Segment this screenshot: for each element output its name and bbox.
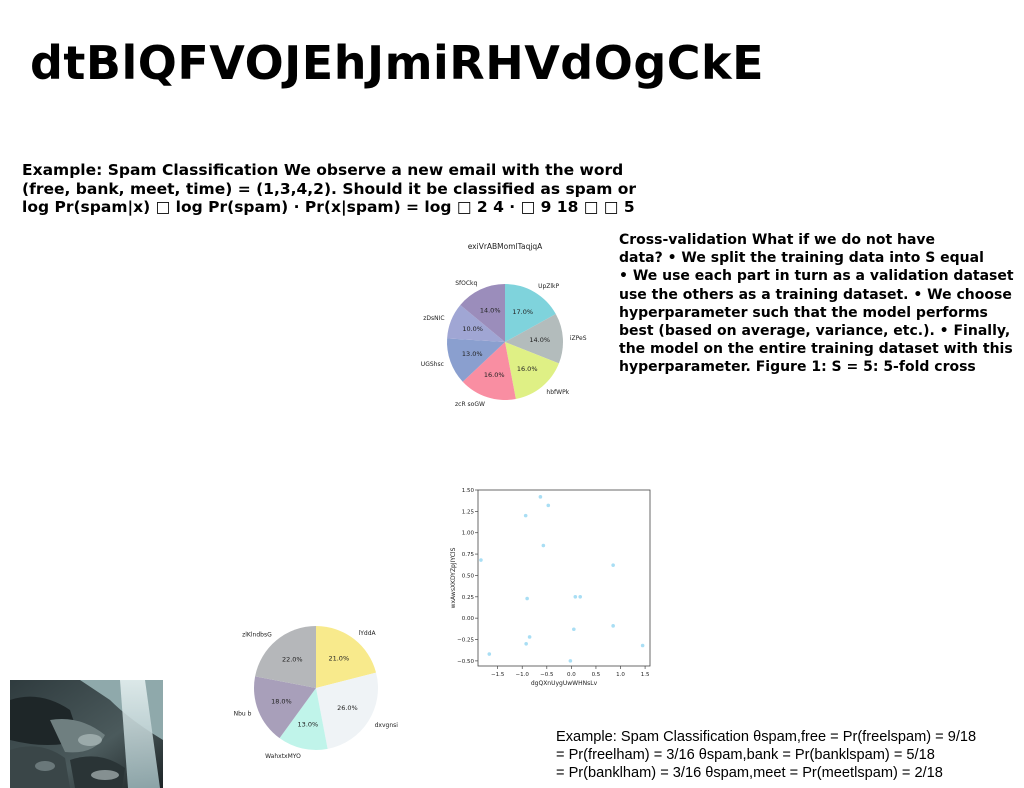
pie-slice-5 xyxy=(447,338,505,382)
slice-category-label: hbfWPk xyxy=(546,389,569,396)
slice-category-label: WahxtxMYO xyxy=(265,753,301,760)
plot-frame xyxy=(477,489,651,667)
pie-slice-5 xyxy=(255,626,316,688)
slice-category-label: zlKlndbsG xyxy=(242,631,272,638)
text-line: log Pr(spam|x) □ log Pr(spam) · Pr(x|spa… xyxy=(22,198,635,216)
slice-percent-label: 21.0% xyxy=(328,655,349,663)
slice-percent-label: 22.0% xyxy=(282,655,303,663)
pie-slice-1 xyxy=(316,626,377,688)
slice-category-label: dxvgnsi xyxy=(375,722,399,729)
waterfall-rocks-photo xyxy=(10,680,163,788)
theta-parameters-text: Example: Spam Classification θspam,free … xyxy=(556,728,1024,782)
pie-slice-6 xyxy=(447,305,505,342)
x-tick-label: −1.0 xyxy=(516,672,530,678)
text-line: • We use each part in turn as a validati… xyxy=(619,268,1014,285)
text-line: Example: Spam Classification θspam,free … xyxy=(556,729,977,745)
text-line: Example: Spam Classification We observe … xyxy=(22,161,624,179)
slice-percent-label: 16.0% xyxy=(517,365,538,373)
slice-category-label: lYddA xyxy=(359,630,377,637)
x-tick-label: 1.0 xyxy=(616,672,625,678)
scatter-point xyxy=(572,627,576,632)
scatter-point xyxy=(487,652,492,656)
text-line: = Pr(banklham) = 3/16 θspam,meet = Pr(me… xyxy=(556,765,943,781)
scatter-point xyxy=(611,624,615,628)
pie-chart-top: exiVrABMomlTaqjqA 17.0% UpZlkP 14.0% iZPeS 16… xyxy=(421,242,587,408)
y-tick-label: 1.00 xyxy=(462,531,475,537)
scatter-point xyxy=(611,563,615,567)
slice-percent-label: 13.0% xyxy=(298,720,319,728)
x-tick-label: 1.5 xyxy=(641,672,650,678)
scatter-point xyxy=(527,635,532,639)
text-line: use the others as a training dataset. • … xyxy=(619,286,1012,303)
slice-category-label: Nbu b xyxy=(234,711,252,718)
pie-chart-bottom: 21.0% lYddA 26.0% dxvgnsi 13.0% WahxtxMYO 18.0… xyxy=(234,626,399,760)
scatter-point xyxy=(546,503,551,508)
spam-classification-text: Example: Spam Classification We observe … xyxy=(22,161,722,217)
slice-category-label: iZPeS xyxy=(570,335,587,342)
y-axis-label: wxAwsXKDYZpJIYClS xyxy=(450,547,457,608)
scatter-point xyxy=(523,513,528,518)
pie-slice-2 xyxy=(316,672,378,749)
x-tick-label: −1.5 xyxy=(491,672,505,678)
slice-percent-label: 13.0% xyxy=(462,350,483,358)
slice-category-label: zDsNIC xyxy=(423,315,444,322)
text-line: best (based on average, variance, etc.).… xyxy=(619,323,1011,340)
slice-percent-label: 16.0% xyxy=(484,371,505,379)
y-tick-label: −0.50 xyxy=(457,659,474,665)
scatter-point xyxy=(524,641,528,646)
scatter-point xyxy=(538,495,543,499)
text-line: (free, bank, meet, time) = (1,3,4,2). Sh… xyxy=(22,179,637,198)
slice-category-label: UpZlkP xyxy=(538,283,559,290)
x-tick-label: 0.0 xyxy=(567,672,576,678)
pie-slice-3 xyxy=(279,688,328,750)
text-line: hyperparameter. Figure 1: S = 5: 5-fold … xyxy=(619,359,976,376)
scatter-point xyxy=(573,594,578,599)
pie-slice-7 xyxy=(460,284,505,342)
y-tick-label: 0.75 xyxy=(462,552,475,558)
y-tick-label: 1.25 xyxy=(462,509,475,515)
slice-category-label: SfOCkq xyxy=(455,280,477,287)
scatter-point xyxy=(640,643,645,648)
slice-category-label: UGShsc xyxy=(421,361,444,368)
y-tick-label: −0.25 xyxy=(457,638,474,644)
scatter-point xyxy=(541,543,546,548)
y-tick-label: 0.00 xyxy=(462,616,475,622)
slice-percent-label: 18.0% xyxy=(271,698,292,706)
text-line: Cross-validation What if we do not have xyxy=(619,232,936,248)
pie-slice-1 xyxy=(505,284,556,342)
text-line: hyperparameter such that the model perfo… xyxy=(619,304,988,321)
cross-validation-text: Cross-validation What if we do not have … xyxy=(619,231,1024,377)
page-title: dtBlQFVOJEhJmiRHVdOgCkE xyxy=(30,36,765,90)
pie-slice-3 xyxy=(505,342,559,399)
chart-title: exiVrABMomlTaqjqA xyxy=(468,242,543,251)
y-tick-label: 0.25 xyxy=(462,595,475,601)
pie-slice-2 xyxy=(505,314,563,364)
slice-percent-label: 10.0% xyxy=(462,325,483,333)
scatter-point xyxy=(525,596,529,601)
text-line: the model on the entire training dataset… xyxy=(619,341,1013,358)
pie-slice-4 xyxy=(254,676,316,739)
pie-slice-4 xyxy=(462,342,516,400)
slice-category-label: zcR soGW xyxy=(455,401,485,408)
x-axis-label: dgQXnUygUwWHNsLv xyxy=(531,680,598,687)
x-tick-label: 0.5 xyxy=(592,672,601,678)
slice-percent-label: 26.0% xyxy=(337,704,358,712)
text-line: data? • We split the training data into … xyxy=(619,250,984,267)
slice-percent-label: 14.0% xyxy=(480,307,501,315)
scatter-plot: −1.5 −1.0 −0.5 0.0 0.5 1.0 1.5 −0.50 −0.25 0.00 0.… xyxy=(450,488,651,687)
scatter-point xyxy=(578,594,583,599)
scatter-point xyxy=(479,558,483,562)
text-line: = Pr(freelham) = 3/16 θspam,bank = Pr(ba… xyxy=(556,747,935,763)
slice-percent-label: 14.0% xyxy=(529,336,550,344)
x-tick-label: −0.5 xyxy=(540,672,554,678)
scatter-point xyxy=(568,659,573,663)
y-tick-label: 0.50 xyxy=(462,573,475,579)
slice-percent-label: 17.0% xyxy=(512,308,533,316)
y-tick-label: 1.50 xyxy=(462,488,475,494)
